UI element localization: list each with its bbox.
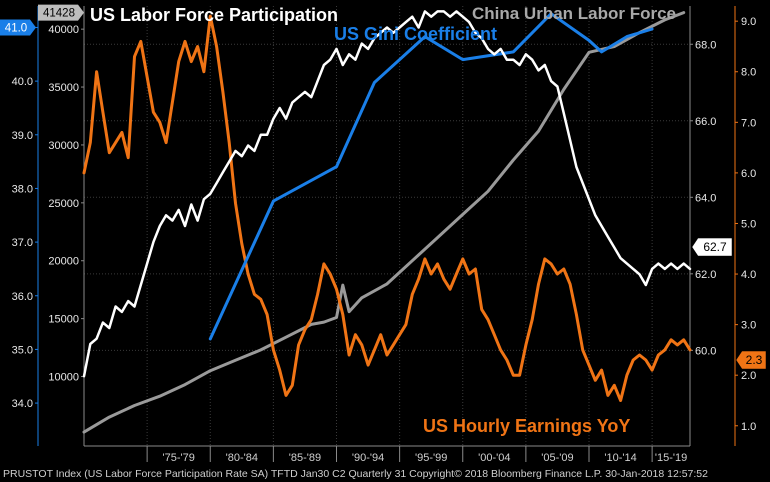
china-axis-label: 20000	[48, 256, 79, 268]
participation-last-tag-value: 41.0	[5, 22, 27, 34]
series-line-china	[82, 11, 686, 434]
x-tick-label: '10-'14	[604, 452, 636, 464]
gini-axis-label: 66.0	[695, 116, 716, 128]
x-tick-label: '95-'99	[415, 452, 447, 464]
title-china: China Urban Labor Force	[472, 4, 676, 23]
participation-last-tag-box	[0, 19, 36, 36]
series-line-gini	[208, 12, 654, 341]
participation-axis-label: 34.0	[12, 398, 33, 410]
gini-axis-label: 60.0	[695, 345, 716, 357]
x-tick-label: '80-'84	[226, 452, 258, 464]
earnings-axis-label: 3.0	[741, 320, 756, 332]
x-tick-label: '00-'04	[478, 452, 510, 464]
series-lines	[82, 10, 692, 434]
earnings-axis-label: 8.0	[741, 67, 756, 79]
china-axis-label: 35000	[48, 82, 79, 94]
x-tick-label: '85-'89	[289, 452, 321, 464]
china-axis-label: 10000	[48, 372, 79, 384]
china-axis-label: 40000	[48, 24, 79, 36]
earnings-axis-label: 6.0	[741, 168, 756, 180]
participation-axis-label: 36.0	[12, 291, 33, 303]
china-axis-label: 15000	[48, 314, 79, 326]
x-tick-label: '05-'09	[541, 452, 573, 464]
gini-last-tag-box	[691, 237, 733, 257]
earnings-last-tag-value: 2.3	[746, 353, 763, 367]
earnings-last-tag-box	[735, 350, 767, 370]
china-last-tag-box	[38, 4, 84, 21]
last-value-tags: 41.0 41428 62.7 2.3	[0, 4, 767, 370]
x-tick-label: '15-'19	[655, 452, 687, 464]
china-axis-label: 25000	[48, 198, 79, 210]
gini-axis-label: 68.0	[695, 39, 716, 51]
series-titles: US Labor Force Participation China Urban …	[90, 4, 676, 436]
participation-axis-label: 37.0	[12, 237, 33, 249]
footer-note: PRUSTOT Index (US Labor Force Participat…	[3, 468, 708, 480]
participation-axis-label: 35.0	[12, 344, 33, 356]
earnings-axis-label: 1.0	[741, 421, 756, 433]
series-line-participation	[82, 10, 692, 378]
gini-last-tag-value: 62.7	[703, 240, 727, 254]
series-line-earnings	[82, 14, 692, 402]
title-gini: US Gini Coefficient	[334, 24, 497, 44]
earnings-axis-label: 7.0	[741, 117, 756, 129]
x-tick-label: '75-'79	[163, 452, 195, 464]
gini-axis-label: 62.0	[695, 269, 716, 281]
china-last-tag-value: 41428	[43, 8, 75, 20]
earnings-axis-label: 4.0	[741, 269, 756, 281]
participation-axis-label: 39.0	[12, 130, 33, 142]
earnings-axis-label: 9.0	[741, 16, 756, 28]
china-axis-label: 30000	[48, 140, 79, 152]
participation-axis-label: 38.0	[12, 183, 33, 195]
earnings-axis-label: 2.0	[741, 370, 756, 382]
earnings-axis-label: 5.0	[741, 218, 756, 230]
gini-axis-label: 64.0	[695, 192, 716, 204]
x-tick-label: '90-'94	[352, 452, 384, 464]
participation-axis-label: 40.0	[12, 76, 33, 88]
title-participation: US Labor Force Participation	[90, 5, 338, 25]
title-earnings: US Hourly Earnings YoY	[423, 416, 630, 436]
